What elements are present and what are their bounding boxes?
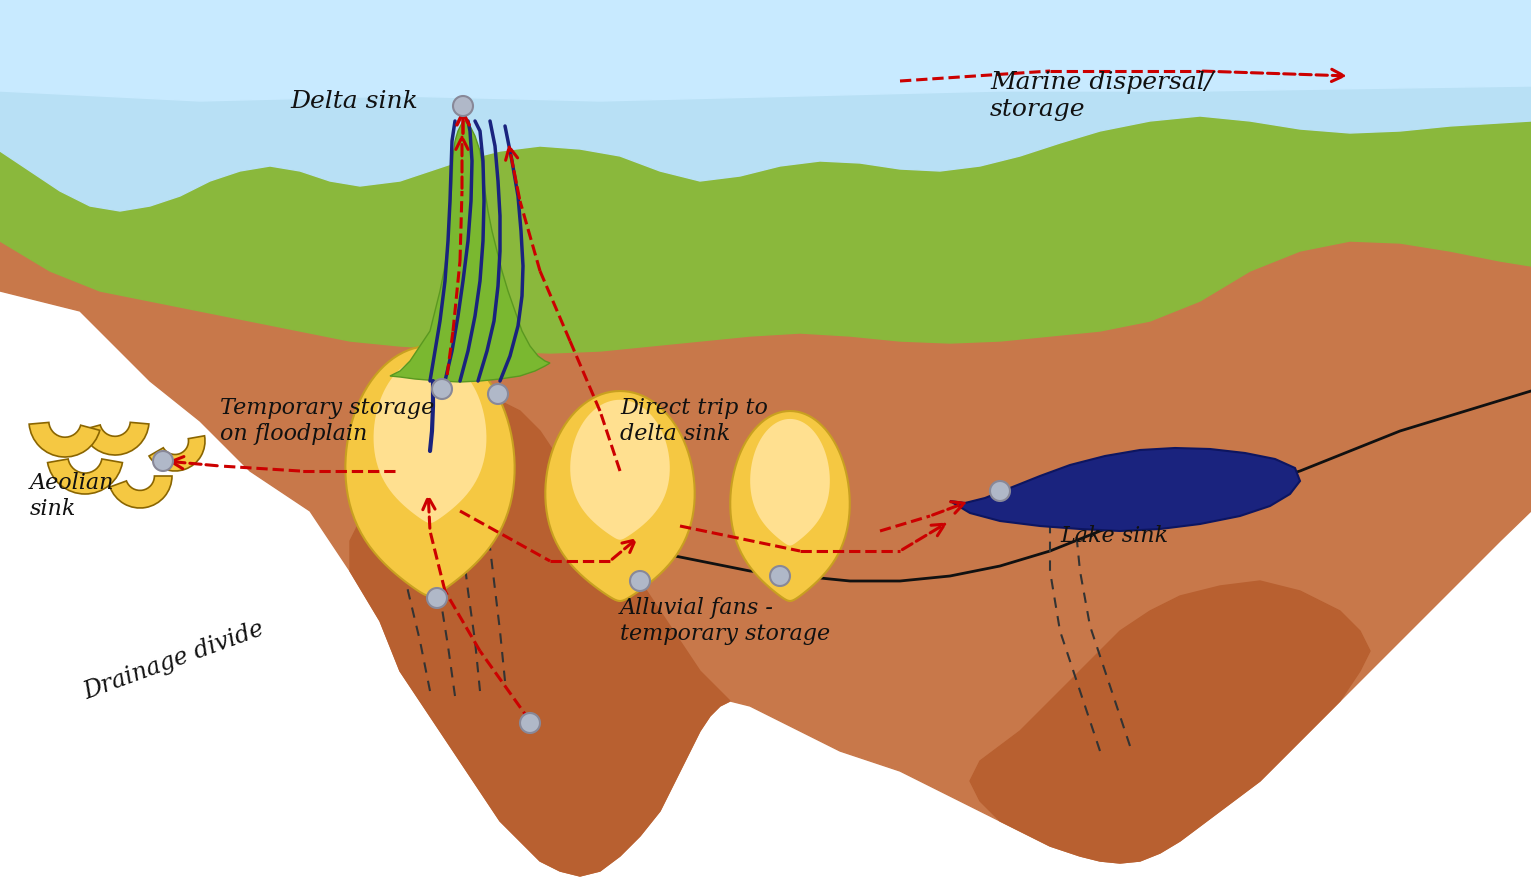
Text: Drainage divide: Drainage divide [80, 617, 266, 705]
Polygon shape [0, 0, 1531, 353]
Circle shape [488, 384, 508, 404]
Circle shape [521, 713, 540, 733]
Text: Alluvial fans -
temporary storage: Alluvial fans - temporary storage [620, 597, 830, 645]
Circle shape [427, 588, 447, 608]
Wedge shape [29, 422, 100, 457]
Polygon shape [346, 346, 514, 596]
Text: Delta sink: Delta sink [289, 89, 418, 112]
Circle shape [770, 566, 790, 586]
Polygon shape [545, 391, 695, 601]
Text: Marine dispersal/
storage: Marine dispersal/ storage [991, 71, 1213, 121]
Circle shape [453, 96, 473, 116]
Polygon shape [0, 0, 1531, 211]
Polygon shape [390, 121, 550, 382]
Text: Aeolian
sink: Aeolian sink [31, 472, 115, 519]
Polygon shape [570, 400, 669, 540]
Polygon shape [971, 581, 1370, 863]
Polygon shape [0, 0, 1531, 101]
Text: Lake sink: Lake sink [1059, 525, 1168, 547]
Text: Temporary storage
on floodplain: Temporary storage on floodplain [220, 397, 435, 445]
Wedge shape [110, 476, 171, 508]
Polygon shape [951, 448, 1300, 531]
Wedge shape [83, 422, 149, 455]
Circle shape [432, 379, 452, 399]
Text: Direct trip to
delta sink: Direct trip to delta sink [620, 397, 769, 445]
Polygon shape [351, 401, 730, 876]
Circle shape [153, 451, 173, 471]
Polygon shape [750, 419, 830, 545]
Circle shape [991, 481, 1010, 501]
Polygon shape [730, 411, 850, 601]
Polygon shape [374, 356, 487, 523]
Wedge shape [47, 459, 122, 494]
Wedge shape [149, 436, 205, 471]
Circle shape [629, 571, 651, 591]
